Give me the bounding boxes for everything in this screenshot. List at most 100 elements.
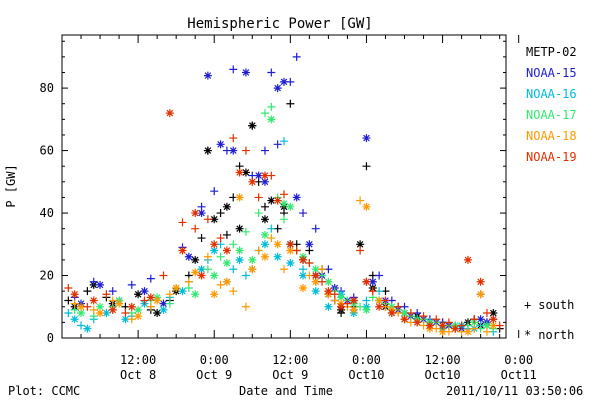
south-point <box>165 290 174 299</box>
south-point <box>216 252 225 261</box>
south-point <box>260 146 269 155</box>
south-point <box>64 296 73 305</box>
north-point <box>248 255 257 264</box>
north-point <box>178 246 187 255</box>
south-point <box>267 68 276 77</box>
north-point <box>203 146 212 155</box>
north-point <box>191 209 200 218</box>
south-point <box>203 215 212 224</box>
symbol-legend: + south * north <box>524 298 574 342</box>
south-point <box>280 137 288 146</box>
north-point <box>260 177 269 186</box>
north-point <box>197 271 206 280</box>
north-point <box>165 109 174 118</box>
south-point <box>482 327 491 336</box>
legend: METP-02 NOAA-15 NOAA-16 NOAA-17 NOAA-18 NOAA-… <box>526 45 577 164</box>
north-point <box>286 246 295 255</box>
north-point <box>222 246 231 255</box>
north-point <box>438 327 447 336</box>
north-point <box>210 215 219 224</box>
north-point <box>191 255 200 264</box>
north-point <box>311 271 320 280</box>
south-point <box>267 234 276 243</box>
south-point <box>343 299 352 308</box>
north-point <box>489 315 498 324</box>
north-point <box>235 168 244 177</box>
north-point <box>191 290 200 299</box>
north-point <box>311 287 320 296</box>
south-point <box>64 284 73 293</box>
south-point <box>127 315 136 324</box>
plot-credit: Plot: CCMC <box>8 384 80 398</box>
south-point <box>375 271 384 280</box>
x-tick-label-time: 12:00 <box>120 353 156 367</box>
north-point <box>463 327 472 336</box>
north-point <box>210 290 219 299</box>
south-point <box>184 277 193 286</box>
north-point <box>387 309 396 318</box>
south-point <box>83 302 92 311</box>
y-axis-label: P [GW] <box>4 164 18 207</box>
y-tick-label: 80 <box>40 81 54 95</box>
y-tick-label: 20 <box>40 269 54 283</box>
north-point <box>260 252 269 261</box>
south-point <box>394 302 403 311</box>
south-point <box>482 309 491 318</box>
north-point <box>260 215 269 224</box>
south-point <box>254 246 263 255</box>
north-point <box>241 168 250 177</box>
legend-noaa-16: NOAA-16 <box>526 87 577 101</box>
north-point <box>254 171 263 180</box>
south-point <box>146 274 155 283</box>
north-point <box>356 240 365 249</box>
south-point <box>419 312 428 321</box>
north-point <box>241 68 250 77</box>
south-point <box>432 315 441 324</box>
south-point <box>83 287 92 296</box>
south-point <box>311 224 320 233</box>
north-point <box>248 265 257 274</box>
north-point <box>159 305 168 314</box>
south-point <box>292 246 301 255</box>
north-point <box>96 309 105 318</box>
north-point <box>368 277 377 286</box>
north-point <box>375 296 384 305</box>
north-point <box>286 259 295 268</box>
south-point <box>203 265 212 274</box>
north-point <box>400 309 409 318</box>
north-point <box>235 246 244 255</box>
north-point <box>235 193 244 202</box>
south-point <box>222 230 231 239</box>
south-point <box>254 193 263 202</box>
south-point <box>229 265 238 274</box>
south-point <box>457 321 466 330</box>
north-point <box>216 140 225 149</box>
x-tick-label-time: 12:00 <box>425 353 461 367</box>
north-point <box>77 309 86 318</box>
south-point <box>356 246 365 255</box>
south-point <box>178 218 187 227</box>
north-point <box>280 77 288 86</box>
south-point <box>241 146 250 155</box>
north-point <box>273 252 282 261</box>
x-tick-label-date: Oct 9 <box>196 368 232 382</box>
south-point <box>210 187 219 196</box>
north-point <box>273 240 282 249</box>
south-point <box>470 324 479 333</box>
north-point <box>337 302 346 311</box>
south-point <box>127 280 136 289</box>
south-point <box>267 102 276 111</box>
south-point <box>280 265 288 274</box>
y-tick-label: 0 <box>47 331 54 345</box>
north-point <box>184 252 193 261</box>
south-point <box>406 309 415 318</box>
north-point <box>191 268 200 277</box>
south-point <box>495 321 504 330</box>
north-point <box>197 265 206 274</box>
north-point <box>299 284 308 293</box>
south-point <box>140 296 149 305</box>
south-point <box>165 299 174 308</box>
symbol-legend-south: + south <box>524 298 574 312</box>
north-point <box>96 302 105 311</box>
